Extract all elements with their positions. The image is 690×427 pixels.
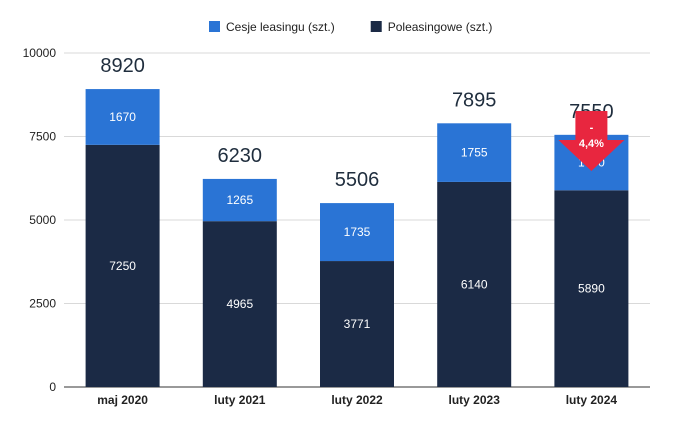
data-label: 4965 (226, 297, 253, 311)
bar-segment-cesje (202, 178, 277, 222)
x-tick-label: maj 2020 (97, 393, 148, 407)
data-label: 7250 (109, 259, 136, 273)
total-label: 8920 (100, 55, 145, 77)
change-percent: 4,4% (579, 138, 604, 150)
x-tick-label: luty 2024 (566, 393, 618, 407)
data-label: 6140 (461, 277, 488, 291)
x-tick-label: luty 2021 (214, 393, 266, 407)
bar-segment-cesje (85, 89, 160, 145)
bar-segment-poleasingowe (320, 261, 394, 387)
arrow-down-icon (558, 111, 625, 171)
data-label: 1735 (344, 225, 371, 239)
bars: 7250167049651265377117356140175558901660 (85, 89, 629, 387)
bar-segment-cesje (437, 123, 512, 182)
bar-segment-poleasingowe (85, 144, 160, 387)
bar-segment-cesje (320, 203, 394, 262)
bar-segment-poleasingowe (554, 190, 629, 387)
total-labels: 89206230550678957550 (100, 55, 613, 191)
data-label: 1670 (109, 110, 136, 124)
x-tick-label: luty 2022 (331, 393, 383, 407)
change-annotation: - 4,4% (558, 111, 625, 171)
legend-swatch (370, 21, 382, 32)
legend-swatch (209, 21, 220, 32)
x-tick-label: luty 2023 (449, 393, 501, 407)
total-label: 5506 (335, 169, 380, 191)
y-tick-label: 0 (49, 380, 56, 394)
data-label: 5890 (578, 282, 605, 296)
y-tick-label: 5000 (29, 213, 56, 227)
y-tick-label: 7500 (29, 130, 56, 144)
legend-label: Poleasingowe (szt.) (388, 20, 493, 34)
data-label: 1265 (226, 193, 253, 207)
legend-label: Cesje leasingu (szt.) (226, 20, 335, 34)
data-label: 3771 (344, 317, 371, 331)
change-sign: - (590, 122, 594, 134)
y-axis: 0 2500 5000 7500 10000 (23, 46, 57, 394)
y-tick-label: 10000 (23, 46, 57, 60)
bar-segment-poleasingowe (202, 221, 277, 387)
x-axis: maj 2020 luty 2021 luty 2022 luty 2023 luty … (97, 393, 617, 407)
total-label: 7895 (452, 89, 497, 111)
y-tick-label: 2500 (29, 297, 56, 311)
data-label: 1755 (461, 146, 488, 160)
legend: Cesje leasingu (szt.) Poleasingowe (szt.) (209, 20, 492, 34)
total-label: 6230 (218, 145, 263, 167)
bar-segment-poleasingowe (437, 181, 512, 387)
